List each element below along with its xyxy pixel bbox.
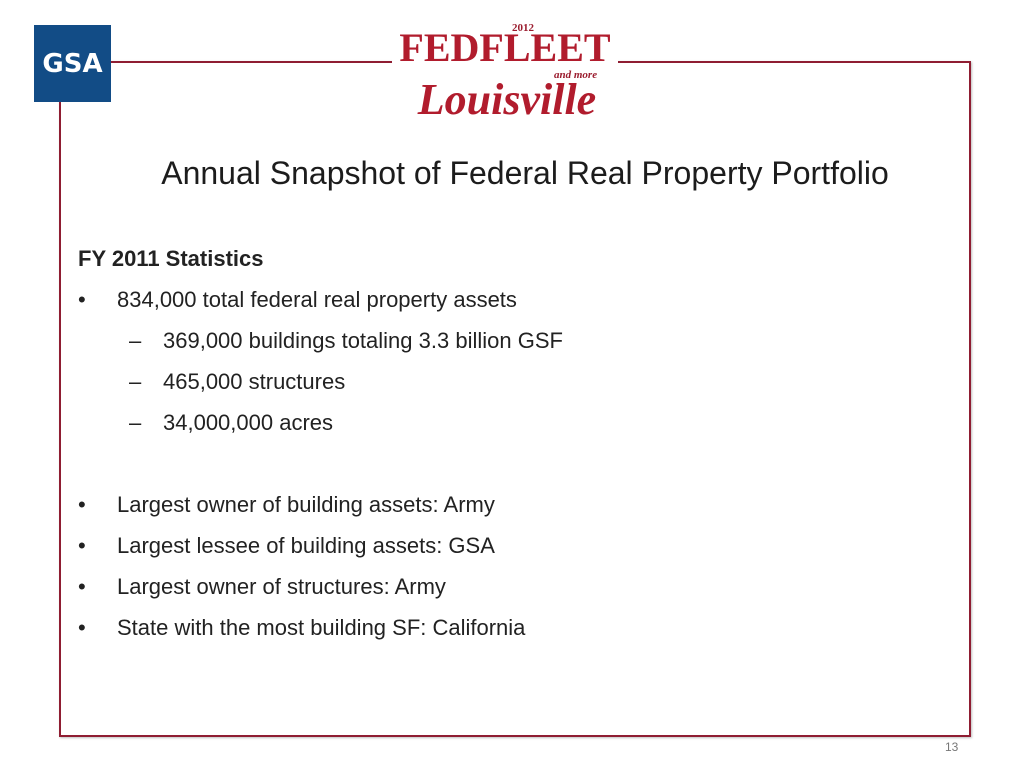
slide-body: FY 2011 Statistics • 834,000 total feder… <box>78 238 938 648</box>
sub-bullet-text: 369,000 buildings totaling 3.3 billion G… <box>163 328 563 353</box>
slide-title: Annual Snapshot of Federal Real Property… <box>161 155 889 191</box>
bullet-glyph: • <box>78 574 86 599</box>
fedfleet-city: Louisville <box>417 75 597 124</box>
bullet-item: • 834,000 total federal real property as… <box>78 279 938 320</box>
bullet-item: • State with the most building SF: Calif… <box>78 607 938 648</box>
bullet-glyph: • <box>78 287 86 312</box>
bullet-text: State with the most building SF: Califor… <box>117 615 526 640</box>
sub-bullet-text: 34,000,000 acres <box>163 410 334 435</box>
bullet-item: • Largest lessee of building assets: GSA <box>78 525 938 566</box>
bullet-glyph: • <box>78 533 86 558</box>
bullet-item: • Largest owner of building assets: Army <box>78 484 938 525</box>
sub-bullet-glyph: – <box>129 410 142 435</box>
sub-bullet-glyph: – <box>129 328 142 353</box>
bullet-text: Largest owner of structures: Army <box>117 574 446 599</box>
slide-frame <box>59 61 971 737</box>
bullet-glyph: • <box>78 615 86 640</box>
bullet-text: Largest lessee of building assets: GSA <box>117 533 495 558</box>
page-number: 13 <box>945 740 959 754</box>
bullet-glyph: • <box>78 492 86 517</box>
sub-bullet-item: – 34,000,000 acres <box>78 402 938 443</box>
fedfleet-wordmark: FEDFLEET <box>399 25 611 70</box>
sub-bullet-text: 465,000 structures <box>163 369 346 394</box>
bullet-text: Largest owner of building assets: Army <box>117 492 495 517</box>
fedfleet-logo: 2012 FEDFLEET and more Louisville <box>392 14 618 124</box>
sub-bullet-item: – 369,000 buildings totaling 3.3 billion… <box>78 320 938 361</box>
gsa-logo: GSA <box>34 25 111 102</box>
sub-bullet-glyph: – <box>129 369 142 394</box>
bullet-item: • Largest owner of structures: Army <box>78 566 938 607</box>
gsa-logo-text: GSA <box>42 48 103 79</box>
fedfleet-tagline: and more <box>554 69 598 81</box>
bullet-text: 834,000 total federal real property asse… <box>117 287 517 312</box>
section-heading: FY 2011 Statistics <box>78 246 264 271</box>
sub-bullet-item: – 465,000 structures <box>78 361 938 402</box>
fedfleet-year: 2012 <box>512 22 534 34</box>
spacer <box>78 443 938 484</box>
